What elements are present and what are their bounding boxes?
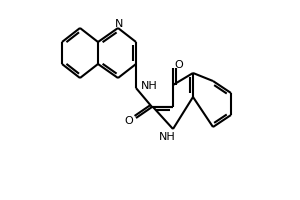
Text: O: O xyxy=(175,60,183,70)
Text: NH: NH xyxy=(141,81,158,91)
Text: N: N xyxy=(115,19,123,29)
Text: O: O xyxy=(124,116,134,126)
Text: NH: NH xyxy=(159,132,176,142)
